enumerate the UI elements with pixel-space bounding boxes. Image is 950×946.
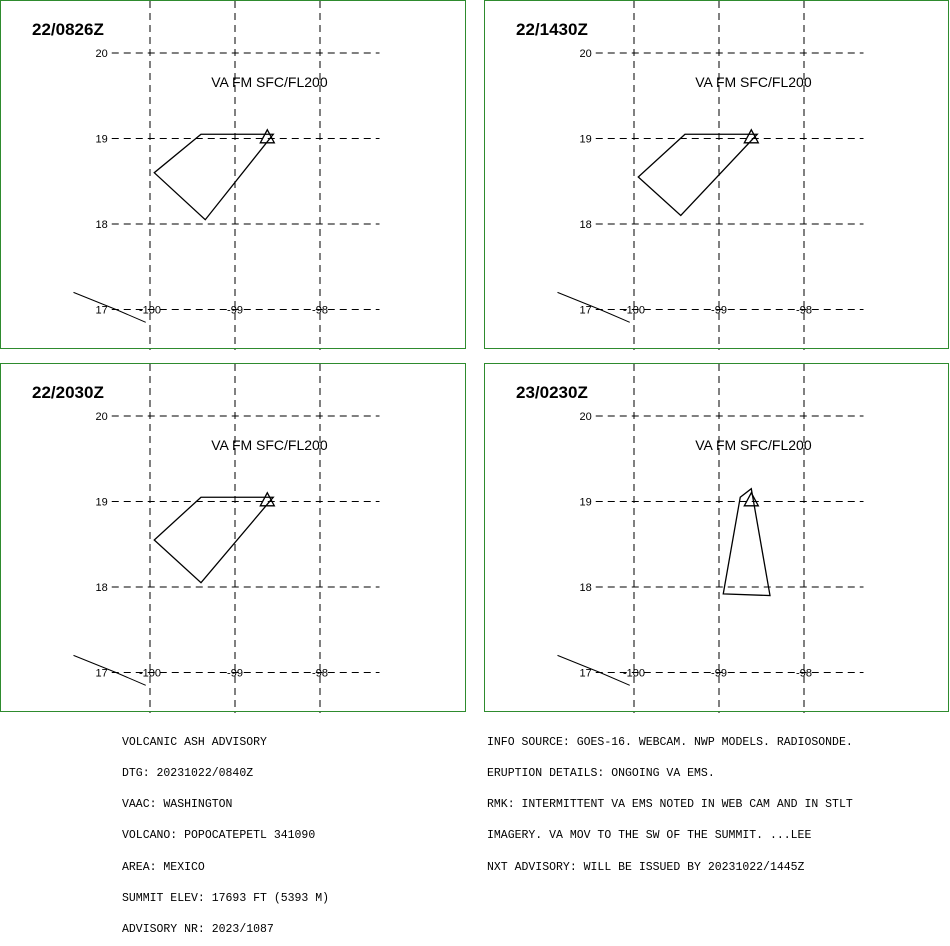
map-panel: 20 19 18 17 -100 -99 -98 22/0826Z VA FM SFC/FL20… — [0, 0, 466, 350]
map-canvas: 20 19 18 17 -100 -99 -98 22/2030Z VA FM SFC/FL20… — [32, 364, 380, 713]
lon-tick-label: -98 — [796, 305, 812, 317]
volcano-icon — [259, 128, 276, 144]
coastline — [73, 291, 146, 323]
lat-tick-label: 18 — [96, 219, 108, 231]
advisory-line: VOLCANIC ASH ADVISORY — [122, 735, 267, 749]
advisory-line: AREA: MEXICO — [122, 860, 205, 874]
lon-tick-label: -99 — [227, 668, 243, 680]
map-canvas: 20 19 18 17 -100 -99 -98 22/1430Z VA FM SFC/FL20… — [516, 1, 864, 350]
lon-tick-label: -100 — [623, 305, 645, 317]
ash-cloud-polygon — [153, 133, 275, 221]
advisory-details-right: INFO SOURCE: GOES-16. WEBCAM. NWP MODELS… — [487, 717, 853, 883]
lat-tick-label: 20 — [580, 48, 592, 60]
lat-tick-label: 18 — [96, 582, 108, 594]
lon-tick-label: -99 — [711, 305, 727, 317]
map-panel: 20 19 18 17 -100 -99 -98 22/1430Z VA FM SFC/FL20… — [484, 0, 949, 350]
advisory-line: ADVISORY NR: 2023/1087 — [122, 923, 274, 937]
lat-tick-label: 19 — [96, 134, 108, 146]
advisory-line: RMK: INTERMITTENT VA EMS NOTED IN WEB CA… — [487, 798, 853, 812]
lat-tick-label: 17 — [580, 305, 592, 317]
panel-title: 22/2030Z — [32, 383, 104, 402]
coastline — [557, 291, 630, 323]
ash-cloud-polygon — [637, 133, 759, 217]
advisory-line: VAAC: WASHINGTON — [122, 798, 233, 812]
lat-tick-label: 18 — [580, 582, 592, 594]
advisory-line: IMAGERY. VA MOV TO THE SW OF THE SUMMIT.… — [487, 829, 812, 843]
volcano-icon — [259, 491, 276, 507]
advisory-line: NXT ADVISORY: WILL BE ISSUED BY 20231022… — [487, 860, 805, 874]
lon-tick-label: -99 — [711, 668, 727, 680]
advisory-header-left: VOLCANIC ASH ADVISORY DTG: 20231022/0840… — [122, 717, 329, 946]
advisory-line: ERUPTION DETAILS: ONGOING VA EMS. — [487, 767, 715, 781]
ash-cloud-polygon — [722, 487, 771, 597]
ash-cloud-polygon — [153, 496, 275, 584]
lat-tick-label: 20 — [96, 411, 108, 423]
panel-title: 23/0230Z — [516, 383, 588, 402]
lat-tick-label: 19 — [580, 134, 592, 146]
map-canvas: 20 19 18 17 -100 -99 -98 22/0826Z VA FM SFC/FL20… — [32, 1, 380, 350]
lon-tick-label: -98 — [312, 668, 328, 680]
lat-tick-label: 19 — [96, 497, 108, 509]
map-canvas: 20 19 18 17 -100 -99 -98 23/0230Z VA FM SFC/FL20… — [516, 364, 864, 713]
va-altitude-label: VA FM SFC/FL200 — [695, 437, 812, 453]
lat-tick-label: 17 — [96, 305, 108, 317]
lon-tick-label: -98 — [312, 305, 328, 317]
lat-tick-label: 19 — [580, 497, 592, 509]
lon-tick-label: -100 — [623, 668, 645, 680]
volcano-icon — [743, 128, 760, 144]
advisory-line: INFO SOURCE: GOES-16. WEBCAM. NWP MODELS… — [487, 735, 853, 749]
map-panel: 20 19 18 17 -100 -99 -98 22/2030Z VA FM SFC/FL20… — [0, 363, 466, 713]
va-altitude-label: VA FM SFC/FL200 — [211, 437, 328, 453]
va-altitude-label: VA FM SFC/FL200 — [695, 74, 812, 90]
map-panel: 20 19 18 17 -100 -99 -98 23/0230Z VA FM SFC/FL20… — [484, 363, 949, 713]
panel-title: 22/0826Z — [32, 20, 104, 39]
lat-tick-label: 20 — [96, 48, 108, 60]
lat-tick-label: 17 — [580, 668, 592, 680]
lon-tick-label: -99 — [227, 305, 243, 317]
lon-tick-label: -98 — [796, 668, 812, 680]
advisory-line: DTG: 20231022/0840Z — [122, 767, 254, 781]
volcano-icon — [743, 491, 760, 507]
lon-tick-label: -100 — [139, 668, 161, 680]
advisory-line: VOLCANO: POPOCATEPETL 341090 — [122, 829, 316, 843]
lat-tick-label: 18 — [580, 219, 592, 231]
coastline — [557, 654, 630, 686]
coastline — [73, 654, 146, 686]
lat-tick-label: 20 — [580, 411, 592, 423]
lat-tick-label: 17 — [96, 668, 108, 680]
lon-tick-label: -100 — [139, 305, 161, 317]
panel-title: 22/1430Z — [516, 20, 588, 39]
va-altitude-label: VA FM SFC/FL200 — [211, 74, 328, 90]
advisory-line: SUMMIT ELEV: 17693 FT (5393 M) — [122, 891, 330, 905]
